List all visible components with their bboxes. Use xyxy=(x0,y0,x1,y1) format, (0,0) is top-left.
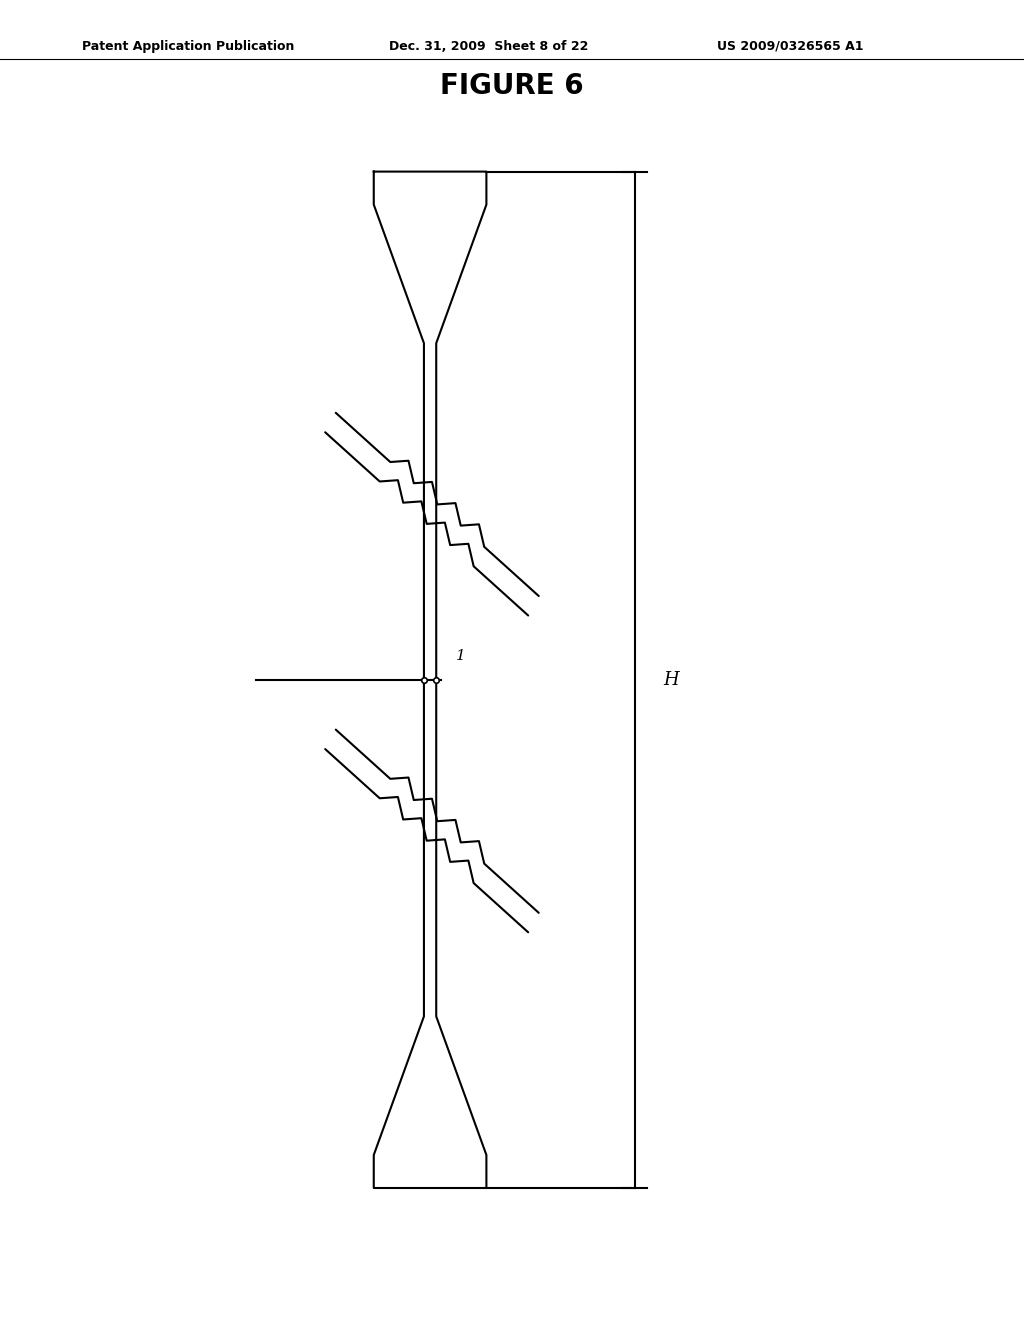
Text: Dec. 31, 2009  Sheet 8 of 22: Dec. 31, 2009 Sheet 8 of 22 xyxy=(389,40,589,53)
Text: Patent Application Publication: Patent Application Publication xyxy=(82,40,294,53)
Text: US 2009/0326565 A1: US 2009/0326565 A1 xyxy=(717,40,863,53)
Text: FIGURE 6: FIGURE 6 xyxy=(440,71,584,100)
Text: H: H xyxy=(663,671,679,689)
Text: 1: 1 xyxy=(456,649,466,663)
